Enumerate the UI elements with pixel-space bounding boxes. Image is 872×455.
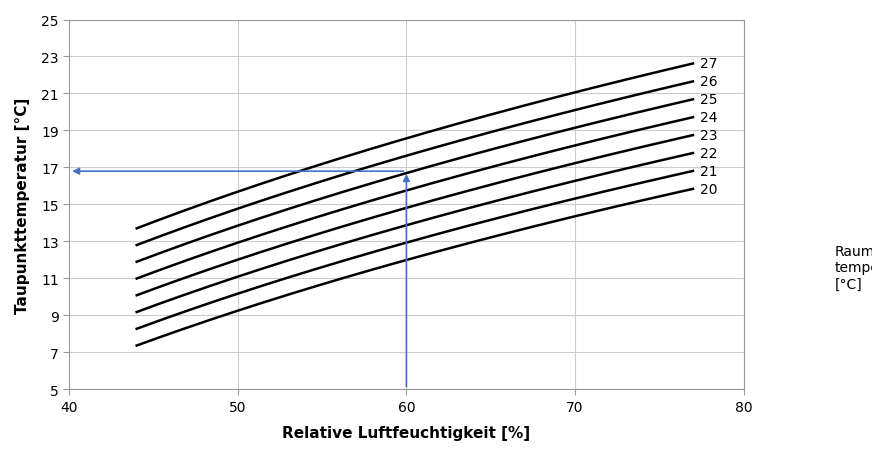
Text: 22: 22 — [699, 147, 717, 161]
Text: 24: 24 — [699, 111, 717, 125]
X-axis label: Relative Luftfeuchtigkeit [%]: Relative Luftfeuchtigkeit [%] — [283, 425, 530, 440]
Y-axis label: Taupunkttemperatur [°C]: Taupunkttemperatur [°C] — [15, 97, 30, 313]
Text: 20: 20 — [699, 182, 717, 197]
Text: 27: 27 — [699, 57, 717, 71]
Text: 25: 25 — [699, 93, 717, 107]
Text: 23: 23 — [699, 129, 717, 143]
Text: Raumluft-
temperatur
[°C]: Raumluft- temperatur [°C] — [835, 245, 872, 291]
Text: 26: 26 — [699, 75, 718, 89]
Text: 21: 21 — [699, 165, 718, 178]
